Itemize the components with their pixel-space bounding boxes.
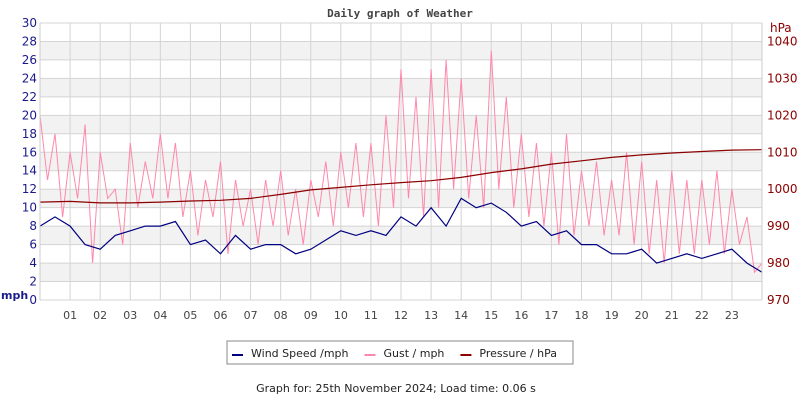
right-tick-label: 1030 (767, 71, 798, 85)
left-tick-label: 10 (22, 201, 37, 215)
x-tick-label: 12 (394, 309, 408, 322)
left-tick-label: 14 (22, 164, 37, 178)
x-tick-label: 18 (575, 309, 589, 322)
x-tick-label: 20 (635, 309, 649, 322)
left-tick-label: 18 (22, 127, 37, 141)
x-tick-label: 05 (183, 309, 197, 322)
right-tick-label: 1010 (767, 145, 798, 159)
x-tick-label: 13 (424, 309, 438, 322)
right-tick-label: 980 (767, 256, 790, 270)
x-tick-label: 08 (274, 309, 288, 322)
legend-label: Pressure / hPa (479, 347, 557, 360)
left-tick-label: 6 (29, 238, 37, 252)
legend-label: Gust / mph (384, 347, 445, 360)
left-axis-label: mph (1, 289, 28, 302)
x-tick-label: 14 (454, 309, 468, 322)
x-tick-label: 21 (665, 309, 679, 322)
legend-box (226, 340, 574, 365)
left-tick-label: 20 (22, 108, 37, 122)
series-line-pressure-hpa (39, 149, 763, 204)
left-tick-label: 24 (22, 71, 37, 85)
legend-label: Wind Speed /mph (251, 347, 349, 360)
left-tick-label: 26 (22, 53, 37, 67)
x-tick-label: 11 (364, 309, 378, 322)
chart-title: Daily graph of Weather (327, 7, 473, 20)
right-axis-label: hPa (770, 21, 792, 35)
legend: Wind Speed /mph Gust / mph Pressure / hPa (226, 340, 574, 365)
x-tick-label: 07 (244, 309, 258, 322)
x-tick-label: 22 (695, 309, 709, 322)
x-tick-label: 06 (214, 309, 228, 322)
left-tick-label: 8 (29, 219, 37, 233)
x-tick-label: 17 (544, 309, 558, 322)
left-tick-label: 4 (29, 256, 37, 270)
right-tick-label: 970 (767, 293, 790, 307)
x-tick-label: 04 (153, 309, 167, 322)
x-tick-label: 03 (123, 309, 137, 322)
left-tick-label: 2 (29, 275, 37, 289)
x-tick-label: 10 (334, 309, 348, 322)
right-tick-label: 1020 (767, 108, 798, 122)
x-tick-label: 02 (93, 309, 107, 322)
footer-text: Graph for: 25th November 2024; Load time… (256, 382, 536, 395)
x-tick-label: 09 (304, 309, 318, 322)
left-tick-label: 28 (22, 34, 37, 48)
left-tick-label: 0 (29, 293, 37, 307)
right-tick-label: 990 (767, 219, 790, 233)
x-tick-label: 16 (514, 309, 528, 322)
x-tick-label: 01 (63, 309, 77, 322)
left-tick-label: 12 (22, 182, 37, 196)
x-tick-label: 15 (484, 309, 498, 322)
x-tick-label: 23 (725, 309, 739, 322)
right-tick-label: 1000 (767, 182, 798, 196)
x-tick-label: 19 (605, 309, 619, 322)
series-line-gust-mph (39, 50, 763, 274)
series-line-wind-speed-mph (39, 197, 763, 273)
right-tick-label: 1040 (767, 34, 798, 48)
left-tick-label: 30 (22, 16, 37, 30)
left-tick-label: 22 (22, 90, 37, 104)
left-tick-label: 16 (22, 145, 37, 159)
